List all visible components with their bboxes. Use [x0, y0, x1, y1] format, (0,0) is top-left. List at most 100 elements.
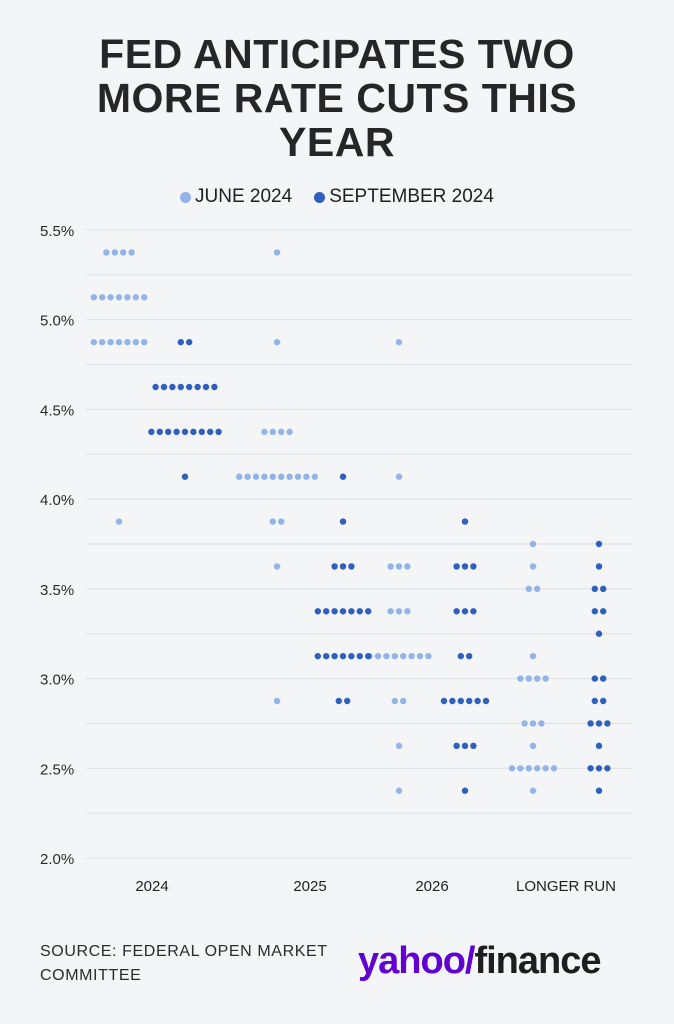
legend-label-june: JUNE 2024	[195, 186, 293, 207]
data-point	[365, 608, 372, 615]
data-point	[278, 473, 285, 480]
data-point	[120, 249, 127, 256]
x-category-label: 2025	[293, 878, 326, 895]
data-point	[331, 652, 338, 660]
chart-legend: JUNE 2024 SEPTEMBER 2024	[0, 186, 674, 208]
data-point	[400, 652, 407, 660]
data-point	[273, 697, 281, 705]
data-point	[591, 608, 598, 615]
data-point	[453, 608, 460, 615]
data-point	[115, 338, 123, 346]
data-point	[395, 742, 403, 750]
data-point	[331, 608, 338, 615]
logo-finance: finance	[474, 940, 601, 982]
data-point	[453, 742, 460, 750]
data-point	[339, 608, 347, 615]
data-point	[461, 742, 469, 750]
data-point	[286, 428, 293, 436]
data-point	[115, 294, 123, 301]
data-point	[534, 765, 541, 772]
data-point	[482, 697, 490, 705]
data-point	[529, 540, 537, 548]
data-point	[311, 473, 318, 480]
data-point	[339, 652, 347, 660]
data-point	[107, 294, 114, 301]
data-point	[156, 428, 163, 436]
data-point	[534, 675, 541, 682]
data-point	[457, 652, 464, 660]
legend-swatch-september	[314, 191, 326, 203]
data-point	[269, 428, 276, 436]
source-note: SOURCE: FEDERAL OPEN MARKET COMMITTEE	[40, 943, 328, 984]
data-point	[273, 338, 281, 346]
data-point	[99, 294, 106, 301]
data-point	[202, 383, 210, 391]
data-point	[278, 428, 285, 436]
data-point	[534, 585, 541, 593]
data-point	[600, 608, 607, 615]
data-point	[529, 787, 537, 794]
data-point	[128, 249, 135, 256]
data-point	[387, 608, 394, 615]
data-point	[90, 294, 98, 301]
data-point	[374, 652, 382, 660]
data-point	[600, 585, 607, 593]
data-point	[395, 473, 403, 480]
data-point	[408, 652, 415, 660]
data-point	[132, 338, 139, 346]
data-point	[148, 428, 155, 436]
data-point	[141, 294, 148, 301]
data-point	[425, 652, 432, 660]
data-point	[165, 428, 172, 436]
data-point	[261, 428, 268, 436]
data-point	[236, 473, 243, 480]
data-point	[600, 697, 607, 705]
data-point	[595, 720, 603, 727]
x-category-label: 2024	[135, 878, 168, 895]
data-point	[111, 249, 119, 256]
data-point	[339, 563, 347, 570]
data-point	[461, 518, 469, 525]
data-point	[124, 294, 131, 301]
data-point	[387, 563, 394, 570]
data-point	[339, 518, 347, 525]
data-point	[538, 720, 545, 727]
data-point	[416, 652, 424, 660]
y-tick-label: 4.5%	[40, 402, 74, 419]
data-point	[181, 428, 189, 436]
data-point	[331, 563, 338, 570]
data-point	[173, 428, 180, 436]
data-point	[529, 742, 537, 750]
data-point	[600, 675, 607, 682]
dot-plot-chart: 5.5% 5.0% 4.5% 4.0% 3.5% 3.0% 2.5% 2.0% 2024 2025…	[40, 223, 632, 895]
data-point	[99, 338, 106, 346]
data-point	[323, 608, 330, 615]
data-point	[529, 563, 537, 570]
data-point	[141, 338, 148, 346]
data-point	[186, 383, 193, 391]
data-point	[252, 473, 260, 480]
data-point	[107, 338, 114, 346]
data-point	[152, 383, 159, 391]
chart-title: FED ANTICIPATES TWO MORE RATE CUTS THIS …	[96, 31, 578, 165]
data-point	[542, 675, 549, 682]
legend-item-june: JUNE 2024	[180, 186, 292, 208]
data-point	[115, 518, 123, 525]
y-tick-label: 4.0%	[40, 492, 74, 509]
y-tick-label: 2.5%	[40, 761, 74, 778]
data-point	[383, 652, 390, 660]
data-point	[453, 563, 460, 570]
data-point	[400, 697, 407, 705]
data-point	[314, 652, 321, 660]
data-point	[457, 697, 464, 705]
data-point	[190, 428, 197, 436]
data-point	[587, 765, 594, 772]
data-point	[595, 630, 603, 637]
data-point	[103, 249, 110, 256]
data-point	[303, 473, 310, 480]
data-point	[461, 787, 469, 794]
data-point	[470, 742, 477, 750]
data-point	[186, 338, 193, 346]
data-point	[323, 652, 330, 660]
data-point	[517, 675, 524, 682]
